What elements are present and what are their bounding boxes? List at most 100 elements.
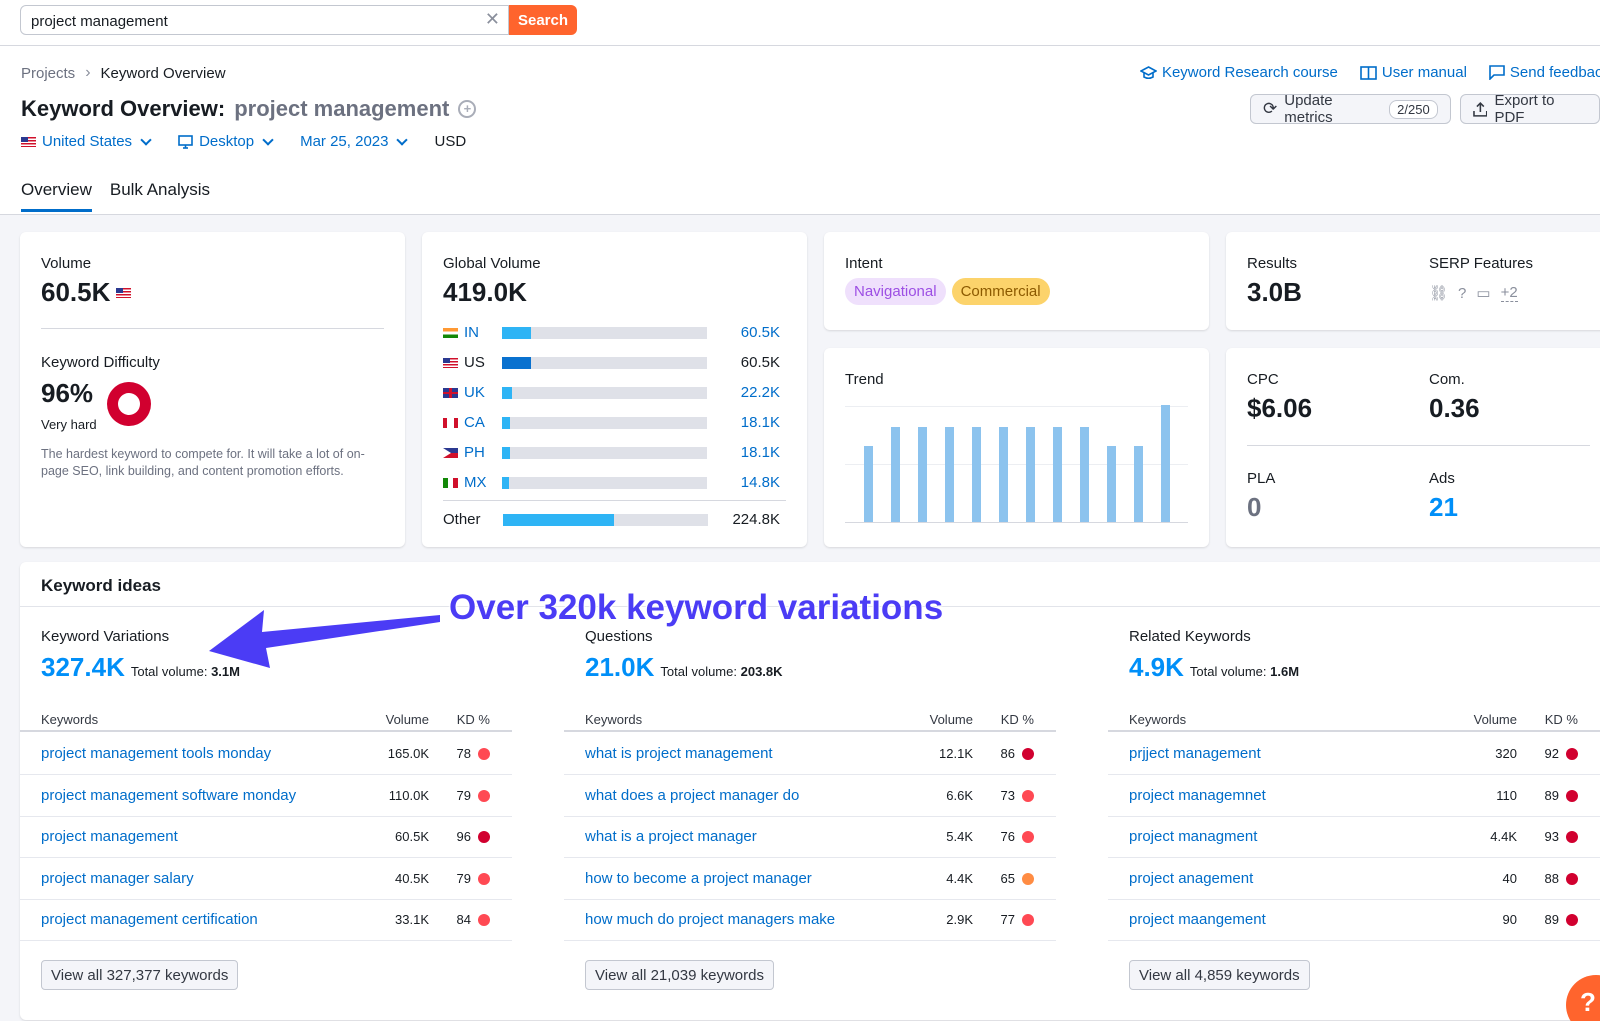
keyword-count[interactable]: 4.9K [1129, 652, 1184, 682]
country-volume-bar [502, 356, 707, 369]
question-icon[interactable]: ? [1458, 284, 1467, 302]
keyword-link[interactable]: project managemnet [1129, 786, 1266, 804]
update-metrics-label: Update metrics [1284, 92, 1333, 126]
column-title: Keyword Variations [41, 628, 170, 645]
kd-header: KD % [1544, 712, 1578, 727]
keyword-count[interactable]: 327.4K [41, 652, 125, 682]
add-to-list-icon[interactable]: + [458, 100, 477, 118]
trend-bar[interactable] [972, 427, 981, 522]
tab-overview[interactable]: Overview [21, 180, 92, 212]
trend-bar[interactable] [1080, 427, 1089, 522]
country-code: US [464, 354, 485, 371]
related-keywords-column: Related Keywords 4.9K Total volume: 1.6M Ke… [1108, 606, 1600, 1020]
intent-label: Intent [845, 255, 883, 272]
breadcrumb-projects[interactable]: Projects [21, 64, 76, 82]
country-volume-bar [502, 446, 707, 459]
search-input[interactable] [31, 11, 461, 31]
kd-dot-icon [478, 872, 490, 885]
view-all-button[interactable]: View all 21,039 keywords [585, 960, 774, 990]
clear-icon[interactable]: ✕ [484, 9, 500, 29]
trend-bar[interactable] [1026, 427, 1035, 522]
keyword-link[interactable]: what is project management [585, 745, 773, 762]
send-feedback-link[interactable]: Send feedback [1489, 64, 1600, 81]
review-icon[interactable]: ▭ [1476, 285, 1491, 302]
column-stats: 21.0K Total volume: 203.8K [585, 652, 783, 683]
com-label: Com. [1429, 371, 1465, 388]
ads-value[interactable]: 21 [1429, 492, 1458, 522]
country-selector[interactable]: United States [21, 133, 152, 150]
link-icon[interactable]: ⛓ [1429, 285, 1449, 302]
date-selector[interactable]: Mar 25, 2023 [300, 133, 409, 150]
table-row: what is project management 12.1K 86 [564, 733, 1056, 775]
country-volume-bar [502, 386, 707, 399]
trend-bar[interactable] [1107, 445, 1116, 522]
serp-more[interactable]: +2 [1500, 284, 1518, 302]
keyword-link[interactable]: prjject management [1129, 745, 1261, 762]
country-volume-value[interactable]: 60.5K [740, 324, 780, 341]
keyword-link[interactable]: project maangement [1129, 911, 1266, 928]
trend-bar[interactable] [1161, 405, 1170, 522]
keyword-link[interactable]: project management certification [41, 911, 258, 928]
country-volume-value[interactable]: 14.8K [740, 474, 780, 491]
country-code[interactable]: UK [464, 384, 485, 401]
keyword-link[interactable]: what does a project manager do [585, 786, 800, 804]
country-volume-bar-fill [502, 386, 513, 399]
view-all-button[interactable]: View all 327,377 keywords [41, 960, 239, 990]
gridline [845, 464, 1188, 465]
user-manual-link[interactable]: User manual [1360, 64, 1467, 81]
trend-bar[interactable] [1053, 427, 1062, 522]
other-volume-row: Other 224.8K [443, 511, 780, 528]
volume-header: Volume [385, 712, 429, 727]
intent-card: Intent Navigational Commercial [824, 232, 1209, 330]
total-volume: Total volume: 203.8K [660, 664, 782, 679]
trend-bar[interactable] [918, 427, 927, 522]
country-volume-row: PH 18.1K [443, 444, 780, 461]
keyword-volume: 165.0K [387, 746, 429, 761]
trend-bar[interactable] [945, 427, 954, 522]
keyword-link[interactable]: project anagement [1129, 869, 1254, 887]
country-code[interactable]: IN [464, 324, 479, 341]
keyword-link[interactable]: project manager salary [41, 869, 194, 887]
course-link-label: Keyword Research course [1161, 64, 1338, 81]
keyword-link[interactable]: project managment [1129, 828, 1258, 845]
country-code[interactable]: PH [464, 444, 485, 461]
keyword-research-course-link[interactable]: Keyword Research course [1139, 64, 1338, 81]
country-volume-value[interactable]: 18.1K [740, 444, 780, 461]
country-volume-row: UK 22.2K [443, 384, 780, 401]
trend-label: Trend [845, 371, 884, 388]
keyword-count[interactable]: 21.0K [585, 652, 655, 682]
trend-bar[interactable] [999, 427, 1008, 522]
view-all-button[interactable]: View all 4,859 keywords [1129, 960, 1310, 990]
export-icon [1472, 101, 1488, 117]
keyword-link[interactable]: how much do project managers make [585, 911, 836, 928]
country-volume-value[interactable]: 22.2K [740, 384, 780, 401]
export-pdf-button[interactable]: Export to PDF [1459, 92, 1600, 126]
country-code[interactable]: MX [464, 474, 487, 491]
ads-label: Ads [1429, 470, 1455, 487]
keyword-link[interactable]: project management software monday [41, 786, 297, 804]
device-selector[interactable]: Desktop [178, 133, 274, 150]
annotation-text: Over 320k keyword variations [449, 588, 944, 627]
country-volume-value[interactable]: 18.1K [740, 414, 780, 431]
keywords-header: Keywords [1129, 712, 1187, 727]
table-header: Keywords Volume KD % [564, 710, 1056, 732]
update-metrics-button[interactable]: ⟳ Update metrics 2/250 [1250, 92, 1451, 126]
table-row: project manager salary 40.5K 79 [20, 858, 512, 900]
trend-bar[interactable] [1134, 445, 1143, 522]
total-volume-value: 203.8K [740, 664, 783, 679]
keyword-link[interactable]: what is a project manager [585, 828, 757, 845]
search-button[interactable]: Search [509, 5, 577, 35]
keyword-link[interactable]: project management tools monday [41, 745, 272, 762]
keyword-link[interactable]: project management [41, 828, 178, 845]
keyword-link[interactable]: how to become a project manager [585, 869, 812, 887]
trend-bar[interactable] [891, 427, 900, 522]
keyword-ideas-title: Keyword ideas [41, 576, 161, 595]
country-volume-bar-fill [502, 446, 511, 459]
ca-flag-icon [443, 417, 458, 428]
country-code[interactable]: CA [464, 414, 485, 431]
other-value: 224.8K [732, 511, 780, 528]
total-volume: Total volume: 1.6M [1190, 664, 1299, 679]
tab-bulk-analysis[interactable]: Bulk Analysis [109, 180, 211, 199]
trend-bar[interactable] [864, 445, 873, 522]
keyword-volume: 90 [1502, 912, 1517, 927]
